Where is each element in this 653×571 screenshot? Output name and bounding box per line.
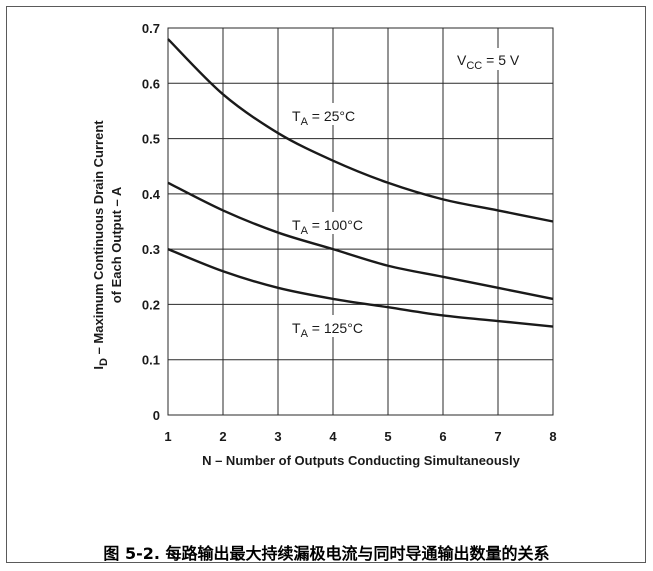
x-tick-label-3: 3 — [274, 429, 281, 444]
y-tick-label-0: 0 — [153, 408, 160, 423]
x-tick-label-2: 2 — [219, 429, 226, 444]
series-label-100c: TA = 100°C — [292, 217, 363, 237]
figure-frame — [6, 6, 646, 563]
condition-label: VCC = 5 V — [457, 52, 520, 72]
tick-labels: 1 2 3 4 5 6 7 8 0 0.1 0.2 0.3 0.4 0.5 0.6 0.7 — [142, 21, 557, 444]
x-tick-label-4: 4 — [329, 429, 337, 444]
series-label-25c: TA = 25°C — [292, 108, 355, 128]
x-tick-label-5: 5 — [384, 429, 391, 444]
x-tick-label-7: 7 — [494, 429, 501, 444]
x-tick-label-1: 1 — [164, 429, 171, 444]
x-tick-label-6: 6 — [439, 429, 446, 444]
series-label-125c: TA = 125°C — [292, 320, 363, 340]
y-tick-label-2: 0.2 — [142, 297, 160, 312]
y-tick-label-1: 0.1 — [142, 353, 160, 368]
y-tick-label-6: 0.6 — [142, 76, 160, 91]
y-tick-label-7: 0.7 — [142, 21, 160, 36]
curves — [167, 38, 554, 328]
y-tick-label-3: 0.3 — [142, 242, 160, 257]
y-tick-label-4: 0.4 — [142, 187, 161, 202]
curve-ta-100c — [167, 181, 554, 301]
y-axis-label-line-1: ID – Maximum Continuous Drain Current — [91, 120, 110, 370]
figure-caption: 图 5-2. 每路输出最大持续漏极电流与同时导通输出数量的关系 — [103, 544, 550, 563]
curve-ta-125c — [167, 248, 554, 328]
x-axis-label: N – Number of Outputs Conducting Simulta… — [202, 453, 521, 468]
x-tick-label-8: 8 — [549, 429, 556, 444]
grid-lines — [167, 27, 554, 416]
y-tick-label-5: 0.5 — [142, 132, 160, 147]
y-axis-label-line-2: of Each Output – A — [109, 186, 124, 303]
curve-ta-25c — [167, 38, 554, 223]
